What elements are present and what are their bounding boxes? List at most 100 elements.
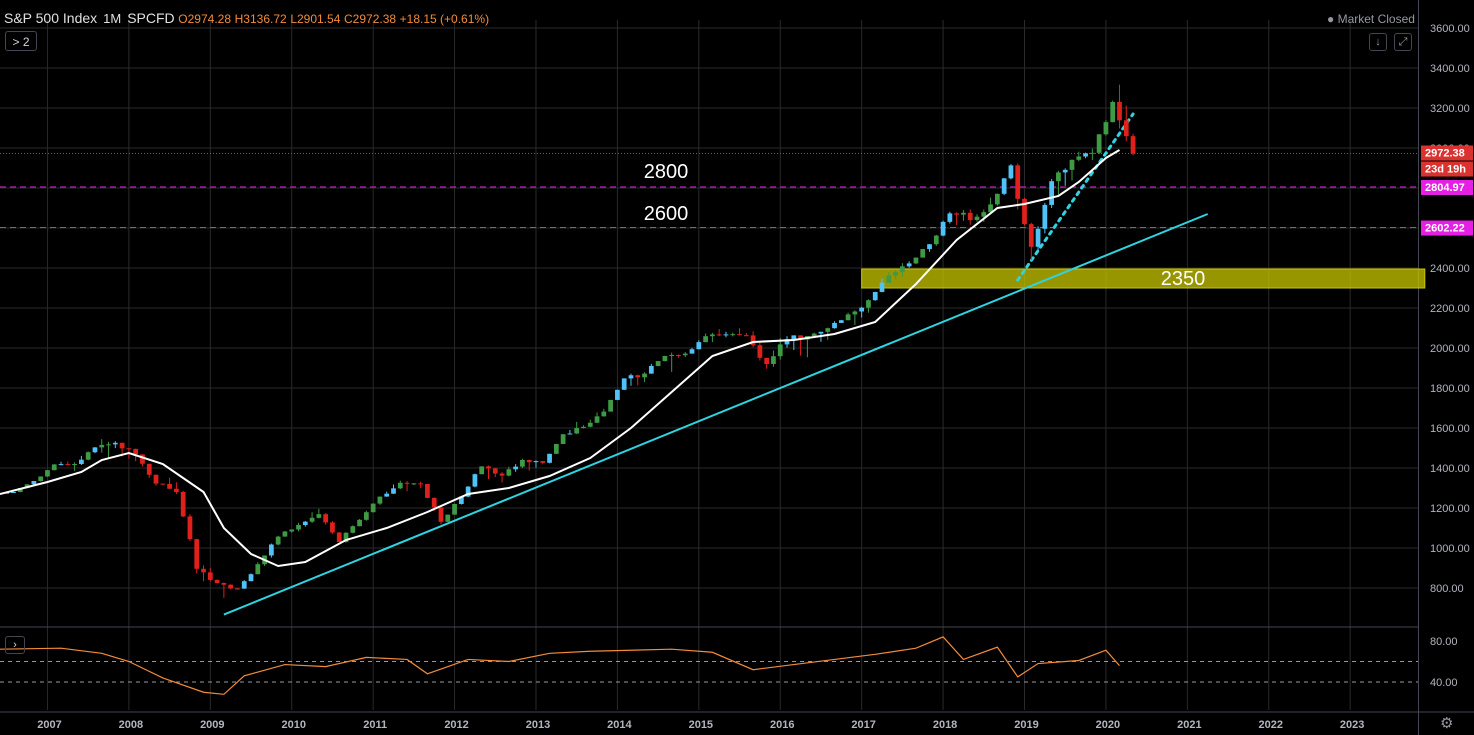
candle (92, 447, 98, 454)
candle-body (784, 339, 790, 345)
candle (330, 521, 335, 535)
candle (506, 466, 512, 477)
candle-body (791, 335, 797, 340)
candle-body (350, 526, 356, 533)
candle-body (282, 531, 288, 537)
candle (567, 429, 573, 435)
candle-body (255, 564, 261, 575)
candle (309, 512, 315, 523)
candle-body (11, 492, 16, 493)
candle-body (533, 461, 539, 463)
candle (723, 331, 729, 338)
candle-body (45, 470, 50, 477)
candle (560, 434, 566, 445)
candle (757, 342, 763, 361)
candle-body (363, 512, 369, 520)
candle-body (913, 257, 919, 264)
interval[interactable]: 1M (103, 11, 122, 26)
indicators-toggle-button[interactable]: > 2 (5, 31, 37, 51)
candle-body (893, 272, 898, 276)
candle (438, 507, 444, 525)
candle-body (1089, 152, 1095, 154)
candle-body (1083, 153, 1088, 157)
candle-body (927, 244, 932, 250)
support-zone (861, 268, 1426, 289)
candle-body (798, 335, 803, 340)
candle-body (581, 426, 586, 429)
candle (38, 476, 44, 482)
candle-body (180, 492, 186, 517)
candle (1028, 222, 1034, 260)
level-badge-2602-bg (1421, 220, 1473, 236)
level-badge-2805: 2804.97 (1425, 182, 1465, 194)
candle-body (1062, 169, 1068, 173)
candle (710, 332, 715, 343)
candle (241, 580, 247, 589)
candle (967, 209, 973, 225)
candle-body (947, 213, 953, 222)
candle-body (458, 496, 464, 504)
candle-body (689, 349, 695, 354)
ohlc-change: +18.15 (+0.61%) (399, 12, 490, 26)
candle (106, 441, 111, 459)
candle-body (296, 525, 301, 530)
candle (737, 328, 742, 336)
candle (594, 412, 600, 424)
candle (187, 514, 193, 541)
candle (58, 461, 64, 466)
time-tick: 2023 (1340, 719, 1364, 731)
candle-body (201, 568, 206, 573)
candle (316, 508, 322, 519)
candle-body (58, 464, 64, 466)
scroll-down-icon[interactable]: ↓ (1369, 33, 1387, 51)
candle (947, 211, 953, 224)
candle-body (72, 464, 77, 465)
candle-body (221, 583, 227, 585)
zone-rect (861, 268, 1426, 289)
candle-body (445, 514, 451, 522)
time-tick: 2022 (1259, 719, 1283, 731)
candle-body (594, 416, 600, 423)
rsi-line (0, 636, 1120, 695)
candle-body (499, 473, 505, 476)
candle (425, 483, 430, 499)
candle (526, 459, 532, 471)
candle-body (268, 544, 274, 556)
candle (1056, 170, 1061, 195)
candle-body (1110, 102, 1116, 123)
candle (961, 210, 966, 221)
candle-body (811, 333, 817, 336)
rsi-collapse-button[interactable]: › (5, 636, 25, 654)
candle (1089, 148, 1095, 161)
candle (730, 332, 736, 337)
candle (1123, 105, 1129, 142)
candle (268, 543, 274, 558)
symbol-header[interactable]: S&P 500 Index 1M SPCFD O2974.28 H3136.72 L… (4, 10, 489, 26)
candle-body (832, 322, 837, 329)
candle (160, 483, 166, 485)
candle-body (547, 453, 552, 463)
settings-gear-icon[interactable]: ⚙ (1440, 715, 1454, 732)
candle (682, 352, 688, 358)
countdown-badge: 23d 19h (1425, 164, 1466, 176)
candle-body (174, 488, 179, 492)
symbol-name[interactable]: S&P 500 Index (4, 10, 98, 26)
candle-body (750, 335, 756, 346)
candle (11, 491, 16, 493)
price-tick: 1600.00 (1430, 423, 1470, 435)
candle (418, 481, 424, 489)
candle-body (1056, 172, 1061, 182)
candle-body (553, 443, 559, 454)
candle-body (31, 481, 37, 485)
candle-body (194, 539, 200, 569)
candle-body (486, 466, 491, 469)
candle (933, 234, 939, 246)
candle (45, 470, 50, 477)
candle-body (479, 466, 485, 475)
fullscreen-icon[interactable]: ⤢ (1394, 33, 1412, 51)
candle-body (716, 334, 722, 336)
candle-body (933, 235, 939, 245)
candle (445, 514, 451, 522)
candle-body (540, 461, 546, 463)
